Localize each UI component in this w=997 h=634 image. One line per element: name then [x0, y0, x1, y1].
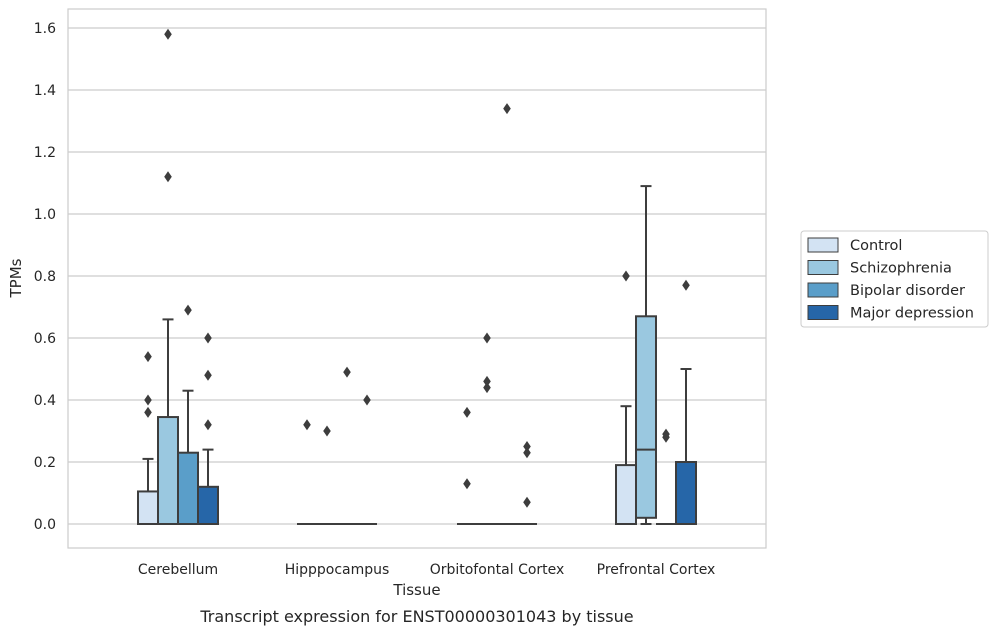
legend-swatch	[807, 237, 839, 253]
box	[197, 485, 219, 525]
y-tick-label: 0.4	[34, 393, 56, 409]
outlier-point	[184, 304, 192, 316]
outlier-point	[144, 351, 152, 363]
outlier-point	[483, 382, 491, 394]
box	[615, 464, 637, 526]
x-tick-label: Cerebellum	[138, 562, 218, 578]
outlier-point	[463, 478, 471, 490]
x-tick-labels: Cerebellum Hipppocampus Orbitofontal Corte…	[138, 562, 715, 578]
outlier-point	[523, 496, 531, 508]
outlier-point	[204, 419, 212, 431]
outlier-point	[204, 369, 212, 381]
outlier-point	[523, 447, 531, 459]
y-tick-label: 0.6	[34, 331, 56, 347]
box	[157, 416, 179, 525]
box	[137, 490, 159, 526]
x-axis-title: Tissue	[392, 581, 440, 599]
outlier-point	[523, 441, 531, 452]
box-series	[137, 185, 697, 526]
legend[interactable]: Control Schizophrenia Bipolar disorder Majo…	[800, 230, 989, 328]
legend-swatch	[807, 282, 839, 298]
outlier-point	[463, 406, 471, 418]
outlier-point	[323, 425, 331, 437]
y-tick-label: 0.8	[34, 269, 56, 285]
y-tick-label: 1.2	[34, 145, 56, 161]
y-tick-label: 0.0	[34, 517, 56, 533]
outlier-point	[682, 279, 690, 291]
box	[635, 315, 657, 519]
outlier-point	[343, 366, 351, 378]
x-tick-label: Prefrontal Cortex	[597, 562, 716, 578]
legend-label: Schizophrenia	[850, 261, 952, 277]
outlier-point	[303, 419, 311, 431]
y-tick-label: 1.6	[34, 21, 56, 37]
legend-swatch	[807, 305, 839, 320]
outlier-point	[164, 28, 172, 40]
outlier-point	[503, 103, 511, 115]
y-tick-label: 1.4	[34, 83, 56, 99]
box	[177, 451, 199, 526]
legend-label: Control	[850, 238, 902, 254]
outlier-point	[144, 406, 152, 418]
x-tick-label: Hipppocampus	[285, 562, 390, 578]
plot-frame	[67, 8, 767, 549]
box-schizophrenia	[635, 185, 657, 525]
chart-caption: Transcript expression for ENST0000030104…	[199, 607, 633, 626]
outlier-point	[483, 332, 491, 344]
box-schizophrenia	[157, 318, 179, 525]
outlier-point	[204, 332, 212, 344]
outlier-point	[363, 394, 371, 406]
legend-swatch	[807, 260, 839, 275]
y-axis-title: TPMs	[7, 258, 25, 298]
y-tick-label: 1.0	[34, 207, 56, 223]
legend-frame	[800, 230, 989, 328]
legend-label: Major depression	[850, 306, 974, 322]
outlier-point	[483, 375, 491, 387]
outlier-point	[662, 428, 670, 440]
x-tick-label: Orbitofontal Cortex	[430, 562, 565, 578]
legend-label: Bipolar disorder	[850, 283, 965, 299]
box-major-depression	[197, 448, 219, 525]
box-control	[137, 457, 159, 526]
outlier-points	[144, 28, 690, 508]
outlier-point	[164, 171, 172, 183]
y-tick-labels: 0.0 0.2 0.4 0.6 0.8 1.0 1.2 1.4 1.6	[34, 21, 56, 533]
box-major-depression	[675, 368, 697, 525]
box-bipolar-disorder	[177, 389, 199, 526]
box-control	[615, 405, 637, 526]
y-tick-label: 0.2	[34, 455, 56, 471]
box	[675, 461, 697, 525]
outlier-point	[144, 394, 152, 406]
outlier-point	[622, 270, 630, 282]
